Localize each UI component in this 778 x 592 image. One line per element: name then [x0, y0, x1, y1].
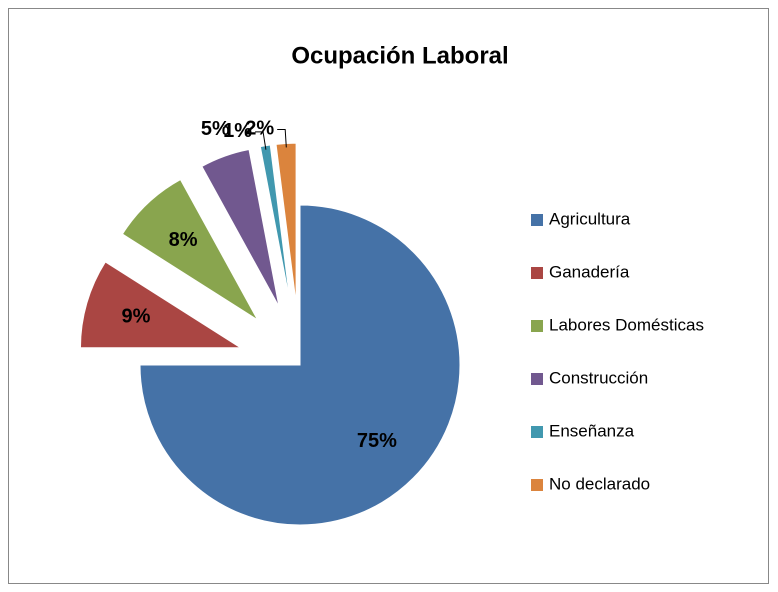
data-label: 9%	[122, 306, 151, 328]
legend-swatch	[531, 214, 543, 226]
data-label: 2%	[245, 118, 274, 140]
legend-label: Enseñanza	[549, 421, 635, 440]
legend-swatch	[531, 373, 543, 385]
legend-label: Labores Domésticas	[549, 315, 704, 334]
legend-swatch	[531, 426, 543, 438]
leader-line	[255, 131, 267, 150]
data-label: 1%	[223, 120, 252, 142]
legend-swatch	[531, 320, 543, 332]
pie-slice	[121, 178, 258, 321]
data-label: 75%	[357, 430, 397, 452]
legend-label: Agricultura	[549, 209, 631, 228]
legend-swatch	[531, 479, 543, 491]
leader-line	[277, 128, 287, 148]
data-label: 5%	[201, 118, 230, 140]
legend-label: No declarado	[549, 474, 650, 493]
chart-title: Ocupación Laboral	[291, 42, 508, 69]
legend-label: Construcción	[549, 368, 648, 387]
pie-slice	[79, 261, 243, 349]
legend-label: Ganadería	[549, 262, 630, 281]
legend-swatch	[531, 267, 543, 279]
pie-slice	[201, 148, 280, 307]
pie-slice	[139, 204, 461, 526]
data-label: 8%	[169, 229, 198, 251]
